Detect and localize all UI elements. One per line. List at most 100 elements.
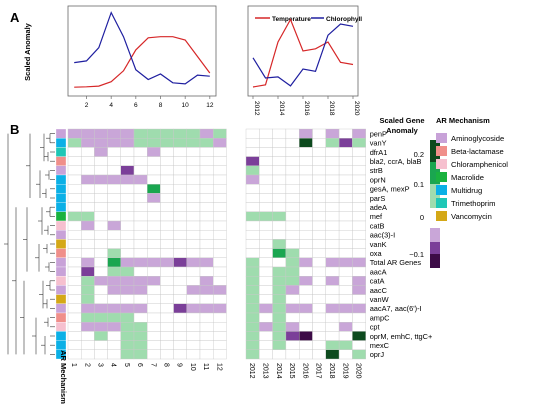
heatmap-cell: [299, 312, 313, 323]
dendrogram: [4, 133, 55, 355]
heatmap-cell: [186, 165, 201, 176]
heatmap-cell: [146, 294, 161, 305]
x-tick-label: 2016: [303, 101, 310, 116]
heatmap-cell: [199, 211, 214, 222]
panel-label-a: A: [10, 10, 20, 25]
heatmap-cell: [259, 294, 273, 305]
heatmap-cell: [245, 202, 260, 213]
heatmap-cell: [245, 165, 260, 176]
heatmap-cell: [245, 220, 260, 231]
mechanism-cell: [55, 220, 67, 231]
heatmap-cell: [133, 137, 148, 148]
mechanism-label: Multidrug: [451, 186, 482, 195]
heatmap-cell: [285, 193, 300, 203]
heatmap-cell: [94, 193, 108, 203]
heatmap-cell: [299, 340, 313, 351]
heatmap-cell: [338, 239, 353, 249]
heatmap-cell: [212, 331, 227, 341]
heatmap-cell: [212, 285, 227, 295]
heatmap-months: [67, 128, 227, 360]
heatmap-cell: [338, 303, 353, 314]
line-chart-yearly: Temperature Chlorophyll 2012 2014 2016 2018…: [247, 5, 362, 116]
heatmap-cell: [133, 312, 148, 323]
heatmap-cell: [338, 183, 353, 194]
gene-label: mexC: [370, 341, 390, 350]
heatmap-cell: [94, 257, 108, 268]
heatmap-cell: [285, 331, 300, 341]
heatmap-cell: [338, 165, 353, 176]
mechanism-cell: [55, 184, 67, 194]
heatmap-cell: [80, 349, 95, 360]
heatmap-cell: [272, 322, 287, 332]
series-line-chlorophyll: [74, 11, 210, 85]
year-tick-label: 2014: [275, 363, 282, 379]
heatmap-cell: [133, 303, 148, 314]
heatmap-cell: [199, 349, 214, 360]
heatmap-cell: [299, 303, 313, 314]
x-tick-label: 10: [182, 102, 190, 109]
heatmap-cell: [80, 257, 95, 268]
heatmap-cell: [299, 248, 313, 259]
heatmap-cell: [80, 156, 95, 167]
heatmap-cell: [160, 174, 174, 185]
month-tick-label: 6: [136, 363, 143, 367]
heatmap-cell: [199, 331, 214, 341]
heatmap-cell: [199, 174, 214, 185]
heatmap-cell: [94, 229, 108, 240]
heatmap-cell: [160, 229, 174, 240]
month-tick-label: 10: [189, 363, 196, 371]
heatmap-cell: [259, 128, 273, 139]
heatmap-cell: [160, 202, 174, 213]
mechanism-cell: [55, 156, 67, 166]
heatmap-cell: [285, 229, 300, 240]
heatmap-cell: [259, 312, 273, 323]
heatmap-cell: [352, 266, 366, 277]
heatmap-cell: [94, 248, 108, 259]
mechanism-cell: [55, 230, 67, 240]
heatmap-cell: [80, 331, 95, 341]
heatmap-cell: [245, 349, 260, 360]
heatmap-cell: [107, 266, 121, 277]
heatmap-cell: [67, 349, 82, 360]
heatmap-cell: [107, 137, 121, 148]
heatmap-cell: [259, 165, 273, 176]
heatmap-cell: [299, 294, 313, 305]
heatmap-cell: [312, 165, 327, 176]
heatmap-cell: [212, 303, 227, 314]
heatmap-cell: [259, 285, 273, 295]
heatmap-cell: [212, 174, 227, 185]
heatmap-cell: [285, 312, 300, 323]
color-scale-swatch: [430, 242, 440, 254]
heatmap-cell: [67, 128, 82, 139]
color-scale-tick: −0.1: [409, 250, 424, 259]
heatmap-cell: [338, 312, 353, 323]
mechanism-swatch: [436, 133, 447, 143]
gene-label: strB: [370, 166, 383, 175]
heatmap-cell: [245, 322, 260, 332]
heatmap-cell: [146, 248, 161, 259]
heatmap-cell: [146, 239, 161, 249]
heatmap-cell: [259, 193, 273, 203]
year-tick-label: 2016: [301, 363, 308, 379]
heatmap-cell: [312, 193, 327, 203]
month-tick-label: 5: [123, 363, 130, 367]
mechanism-cell: [55, 331, 67, 341]
heatmap-cell: [325, 294, 340, 305]
heatmap-cell: [186, 257, 201, 268]
heatmap-cell: [160, 248, 174, 259]
heatmap-cell: [173, 211, 188, 222]
heatmap-cell: [285, 220, 300, 231]
heatmap-cell: [272, 229, 287, 240]
heatmap-cell: [186, 128, 201, 139]
heatmap-cell: [160, 276, 174, 286]
heatmap-cell: [352, 257, 366, 268]
gene-label: gesA, mexP: [370, 185, 410, 194]
heatmap-cell: [173, 248, 188, 259]
heatmap-cell: [212, 239, 227, 249]
heatmap-cell: [173, 239, 188, 249]
heatmap-cell: [94, 165, 108, 176]
series-line-temperature: [252, 18, 354, 88]
heatmap-cell: [352, 220, 366, 231]
heatmap-cell: [312, 257, 327, 268]
panel-label-b: B: [10, 122, 19, 137]
